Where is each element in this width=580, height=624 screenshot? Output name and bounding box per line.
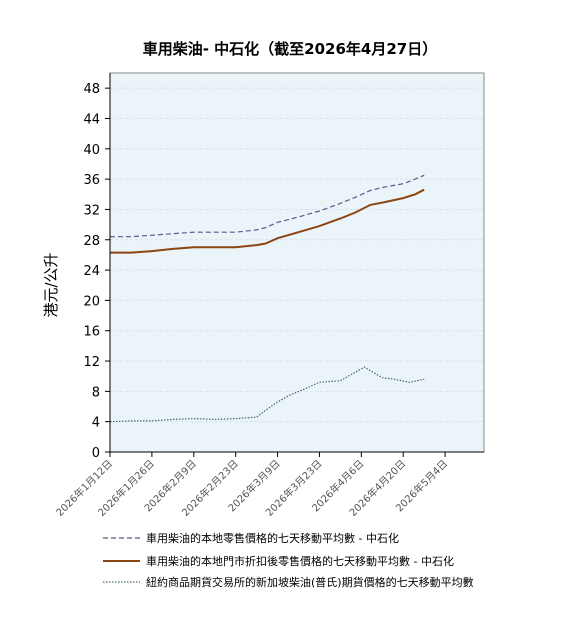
y-tick-label: 8 <box>92 385 100 400</box>
grid-lines <box>110 87 484 423</box>
series-line-1 <box>110 174 425 238</box>
legend: 車用柴油的本地零售價格的七天移動平均數 - 中石化車用柴油的本地門市折扣後零售價… <box>103 531 474 589</box>
y-tick-label: 36 <box>83 173 100 188</box>
y-tick-label: 44 <box>83 112 100 127</box>
axes <box>109 72 485 453</box>
y-tick-label: 48 <box>83 82 100 97</box>
y-tick-label: 40 <box>83 143 100 158</box>
legend-label-1: 車用柴油的本地零售價格的七天移動平均數 - 中石化 <box>146 531 399 545</box>
y-tick-label: 28 <box>83 234 100 249</box>
legend-label-2: 車用柴油的本地門市折扣後零售價格的七天移動平均數 - 中石化 <box>146 554 454 568</box>
series-line-3 <box>109 366 425 423</box>
chart-title: 車用柴油- 中石化（截至2026年4月27日） <box>142 40 438 58</box>
y-tick-label: 12 <box>83 355 100 370</box>
y-tick-label: 16 <box>83 325 100 340</box>
y-tick-label: 24 <box>83 264 100 279</box>
plot-area <box>110 73 484 452</box>
legend-label-3: 紐約商品期貨交易所的新加坡柴油(普氏)期貨價格的七天移動平均數 <box>146 575 474 589</box>
y-tick-label: 0 <box>92 446 100 461</box>
y-tick-label: 4 <box>92 416 100 431</box>
series-lines <box>109 174 425 423</box>
y-tick-label: 32 <box>83 203 100 218</box>
plot-background <box>110 73 484 452</box>
y-axis-label: 港元/公升 <box>42 252 60 317</box>
series-line-2 <box>110 188 425 254</box>
x-axis-ticks: 2026年1月12日2026年1月26日2026年2月9日2026年2月23日2… <box>53 452 450 519</box>
y-tick-label: 20 <box>83 294 100 309</box>
